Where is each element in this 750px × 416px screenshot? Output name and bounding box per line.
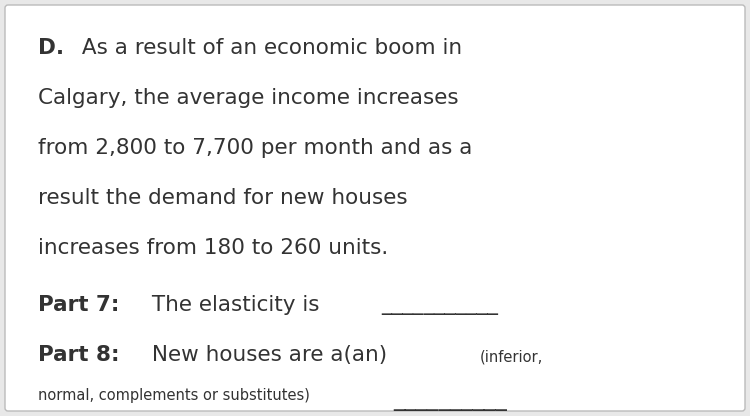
Text: ___________: ___________ <box>381 295 498 315</box>
Text: (inferior,: (inferior, <box>479 350 542 365</box>
Text: normal, complements or substitutes): normal, complements or substitutes) <box>38 388 310 403</box>
Text: increases from 180 to 260 units.: increases from 180 to 260 units. <box>38 238 388 258</box>
Text: Part 7:: Part 7: <box>38 295 119 315</box>
Text: The elasticity is: The elasticity is <box>145 295 326 315</box>
Text: As a result of an economic boom in: As a result of an economic boom in <box>75 38 462 58</box>
Text: D.: D. <box>38 38 64 58</box>
FancyBboxPatch shape <box>5 5 745 411</box>
Text: __________: __________ <box>393 388 506 411</box>
Text: from 2,800 to 7,700 per month and as a: from 2,800 to 7,700 per month and as a <box>38 138 472 158</box>
Text: Calgary, the average income increases: Calgary, the average income increases <box>38 88 458 108</box>
Text: Part 8:: Part 8: <box>38 345 119 365</box>
Text: New houses are a(an): New houses are a(an) <box>146 345 401 365</box>
Text: result the demand for new houses: result the demand for new houses <box>38 188 408 208</box>
